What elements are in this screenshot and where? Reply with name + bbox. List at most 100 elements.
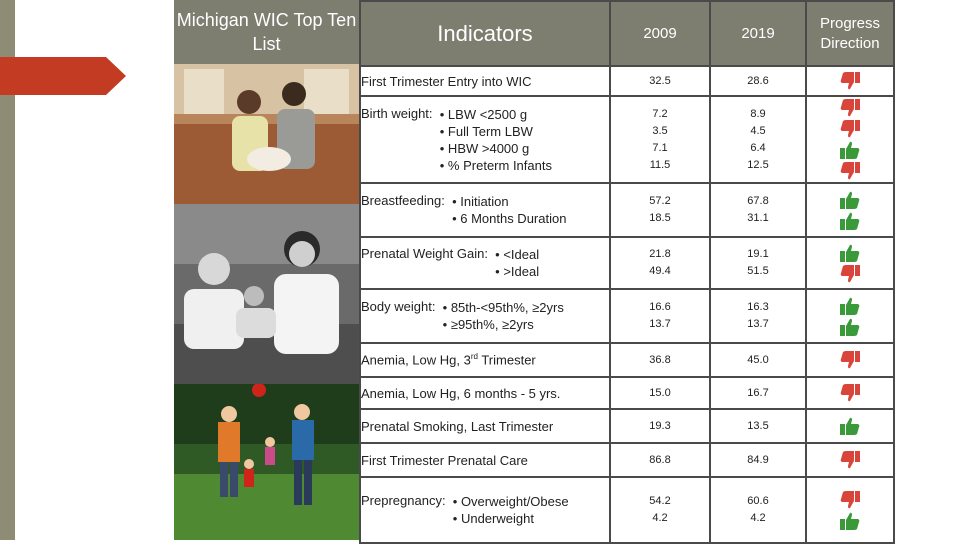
value-cell: 21.8 <box>649 248 671 260</box>
thumbs-up-icon <box>840 318 860 336</box>
indicator-sub-item: • 85th-<95th%, ≥2yrs <box>442 300 564 315</box>
value-cell: 54.2 <box>649 495 671 507</box>
indicator-sub-item: • HBW >4000 g <box>439 140 530 156</box>
value-cell: 19.3 <box>649 419 671 432</box>
indicator-lead: First Trimester Prenatal Care <box>361 452 528 468</box>
value-cell: 15.0 <box>649 386 671 399</box>
thumbs-down-icon <box>840 72 860 90</box>
value-cell: 57.2 <box>649 195 671 207</box>
thumbs-up-icon <box>840 244 860 262</box>
indicator-label: Body weight: • 85th-<95th%, ≥2yrs • ≥95th… <box>359 288 611 344</box>
value-2019: 45.0 <box>709 342 807 378</box>
header-indicators: Indicators <box>359 0 611 67</box>
value-2019: 28.6 <box>709 65 807 97</box>
thumbs-up-icon <box>840 141 860 159</box>
indicator-sub-item: • Initiation <box>452 194 509 209</box>
indicator-lead: Prepregnancy: <box>361 493 453 508</box>
value-2019: 8.9 4.5 6.4 12.5 <box>709 95 807 184</box>
progress-direction <box>805 442 895 478</box>
indicator-lead: Anemia, Low Hg, 6 months - 5 yrs. <box>361 385 561 401</box>
table-row: Prenatal Weight Gain: • <Ideal • >Ideal 21… <box>359 236 895 290</box>
thumbs-down-icon <box>840 384 860 402</box>
thumbs-up-icon <box>840 417 860 435</box>
indicator-label: Prepregnancy: • Overweight/Obese • Underw… <box>359 476 611 544</box>
indicator-label: Birth weight: • LBW <2500 g • Full Term L… <box>359 95 611 184</box>
indicator-sub-item: • <Ideal <box>495 247 540 262</box>
table-row: Birth weight: • LBW <2500 g • Full Term L… <box>359 95 895 184</box>
value-cell: 16.7 <box>747 386 769 399</box>
value-2009: 15.0 <box>609 376 711 410</box>
thumbs-down-icon <box>840 99 860 117</box>
value-cell: 86.8 <box>649 453 671 466</box>
thumbs-down-icon <box>840 120 860 138</box>
photo-mothers-infant <box>174 64 359 204</box>
header-2019: 2019 <box>709 0 807 67</box>
thumbs-down-icon <box>840 162 860 180</box>
indicator-sub-item: • Underweight <box>452 511 534 526</box>
table-row: First Trimester Entry into WIC 32.5 28.6 <box>359 65 895 97</box>
thumbs-down-icon <box>840 490 860 508</box>
progress-direction <box>805 376 895 410</box>
value-cell: 84.9 <box>747 453 769 466</box>
value-cell: 13.7 <box>747 318 769 330</box>
indicator-label: First Trimester Prenatal Care <box>359 442 611 478</box>
value-cell: 7.2 <box>652 107 668 120</box>
value-2019: 67.8 31.1 <box>709 182 807 238</box>
value-2009: 7.2 3.5 7.1 11.5 <box>609 95 711 184</box>
value-2009: 21.8 49.4 <box>609 236 711 290</box>
value-cell: 19.1 <box>747 248 769 260</box>
thumbs-up-icon <box>840 297 860 315</box>
thumbs-down-icon <box>840 351 860 369</box>
value-2019: 84.9 <box>709 442 807 478</box>
thumbs-down-icon <box>840 264 860 282</box>
value-cell: 6.4 <box>750 141 766 154</box>
indicator-sub-item: • Overweight/Obese <box>452 494 569 509</box>
value-cell: 51.5 <box>747 265 769 277</box>
header-progress-direction: Progress Direction <box>805 0 895 67</box>
indicator-sub-item: • Full Term LBW <box>439 123 533 139</box>
thumbs-up-icon <box>840 212 860 230</box>
thumbs-up-icon <box>840 191 860 209</box>
value-2009: 57.2 18.5 <box>609 182 711 238</box>
indicator-lead: Prenatal Weight Gain: <box>361 246 496 261</box>
indicator-label: First Trimester Entry into WIC <box>359 65 611 97</box>
indicator-lead: Body weight: <box>361 299 443 314</box>
table-row: Breastfeeding: • Initiation • 6 Months Du… <box>359 182 895 238</box>
progress-direction <box>805 95 895 184</box>
value-2019: 60.6 4.2 <box>709 476 807 544</box>
value-2009: 16.6 13.7 <box>609 288 711 344</box>
value-cell: 18.5 <box>649 212 671 224</box>
indicator-label: Prenatal Weight Gain: • <Ideal • >Ideal <box>359 236 611 290</box>
indicator-sub-item: • LBW <2500 g <box>439 106 528 122</box>
value-2019: 16.7 <box>709 376 807 410</box>
indicator-lead: Anemia, Low Hg, 3rd Trimester <box>361 352 536 368</box>
table-row: Anemia, Low Hg, 3rd Trimester 36.8 45.0 <box>359 342 895 378</box>
table-header-row: Indicators 2009 2019 Progress Direction <box>359 0 895 67</box>
table-row: Anemia, Low Hg, 6 months - 5 yrs. 15.0 16.… <box>359 376 895 410</box>
value-cell: 49.4 <box>649 265 671 277</box>
value-cell: 4.2 <box>750 512 766 524</box>
value-cell: 7.1 <box>652 141 668 154</box>
table-row: First Trimester Prenatal Care 86.8 84.9 <box>359 442 895 478</box>
indicator-lead: Breastfeeding: <box>361 193 453 208</box>
indicator-lead: Prenatal Smoking, Last Trimester <box>361 418 554 434</box>
indicator-sub-item: • 6 Months Duration <box>452 211 567 226</box>
side-stripe <box>0 0 15 540</box>
photo-family-bw <box>174 204 359 384</box>
indicator-label: Prenatal Smoking, Last Trimester <box>359 408 611 444</box>
value-cell: 60.6 <box>747 495 769 507</box>
value-2009: 86.8 <box>609 442 711 478</box>
progress-direction <box>805 476 895 544</box>
progress-direction <box>805 236 895 290</box>
indicators-table: Indicators 2009 2019 Progress Direction … <box>359 0 895 544</box>
table-row: Prepregnancy: • Overweight/Obese • Underw… <box>359 476 895 544</box>
value-cell: 11.5 <box>649 158 671 171</box>
indicator-lead: Birth weight: <box>361 105 440 121</box>
indicator-lead: First Trimester Entry into WIC <box>361 73 532 89</box>
photo-family-ball <box>174 384 359 540</box>
value-cell: 31.1 <box>747 212 769 224</box>
value-cell: 28.6 <box>747 74 769 87</box>
value-2009: 36.8 <box>609 342 711 378</box>
progress-direction <box>805 288 895 344</box>
value-2009: 32.5 <box>609 65 711 97</box>
